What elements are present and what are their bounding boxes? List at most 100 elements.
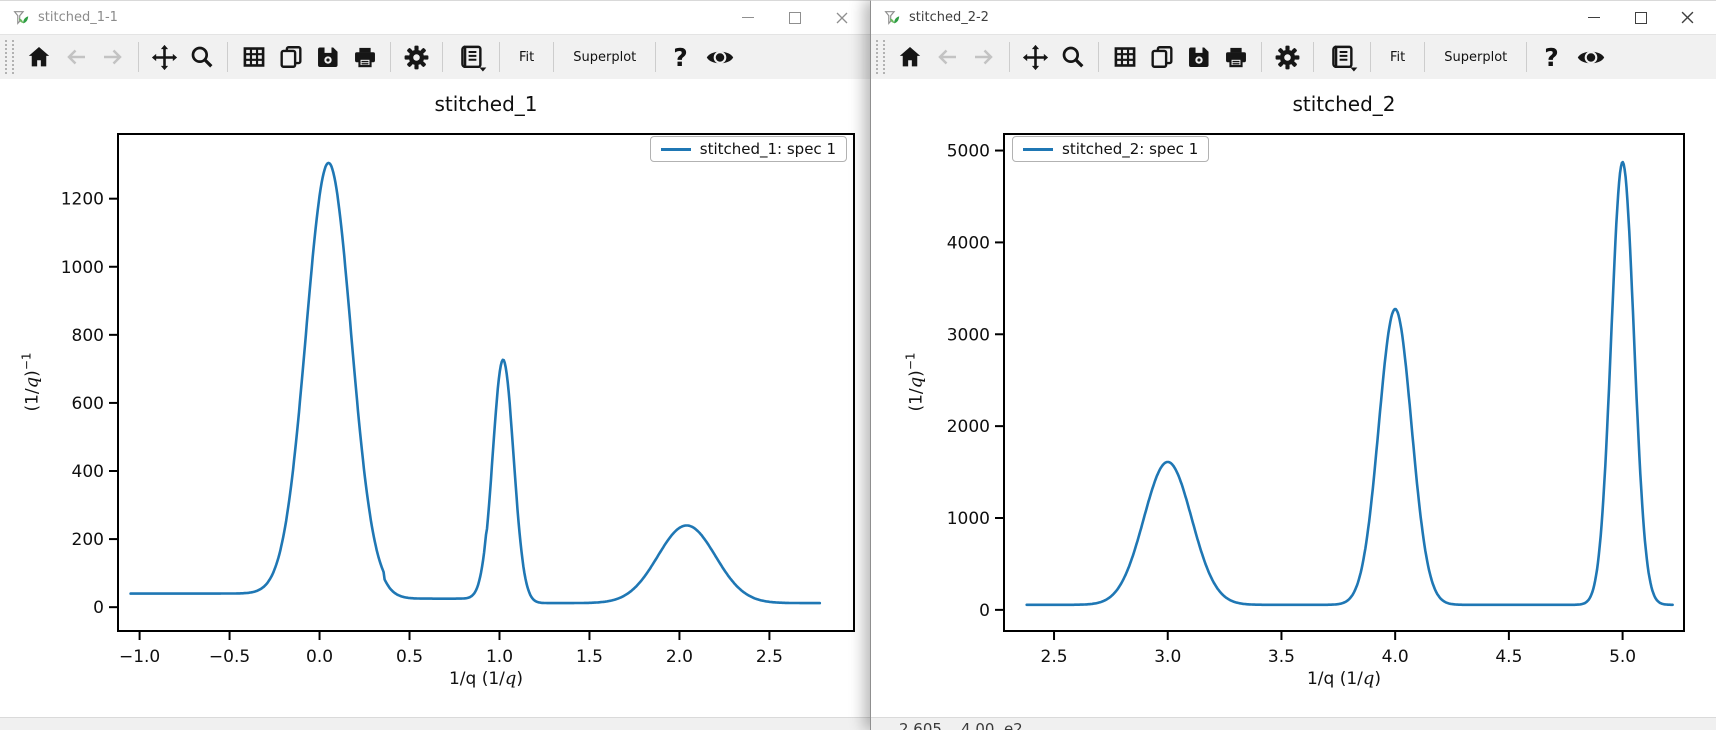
titlebar[interactable]: stitched_2-2 [871,1,1716,34]
eye-icon [1577,50,1605,64]
toolbar-separator [1098,42,1099,72]
superplot-button[interactable]: Superplot [561,38,648,76]
toolbar-separator [1009,42,1010,72]
superplot-button[interactable]: Superplot [1432,38,1519,76]
svg-text:3.0: 3.0 [1154,647,1181,667]
titlebar[interactable]: stitched_1-1 [0,1,871,34]
back-button[interactable] [928,38,965,76]
back-arrow-icon [66,49,85,65]
visibility-button[interactable] [698,38,742,76]
toolbar-separator [1424,42,1426,72]
toolbar-separator [227,42,228,72]
app-icon [13,9,30,26]
forward-button[interactable] [94,38,131,76]
figure-canvas[interactable]: stitched_2 2.5 3.0 3.5 4.0 4.5 5.0 0 1000 2000 30… [871,79,1716,718]
maximize-icon [788,11,801,24]
pan-icon [151,44,178,70]
toolbar-separator [1261,42,1262,72]
forward-button[interactable] [965,38,1002,76]
settings-button[interactable] [398,38,435,76]
minimize-icon [741,17,754,18]
help-button[interactable]: ? [1534,43,1569,72]
minimize-button[interactable] [724,1,771,34]
toolbar-separator [138,42,139,72]
fit-button[interactable]: Fit [1378,38,1417,76]
eye-icon [706,50,734,64]
pan-button[interactable] [146,38,183,76]
svg-text:2.0: 2.0 [666,647,693,667]
toolbar-separator [655,42,657,72]
svg-text:1000: 1000 [61,258,104,278]
y-axis-label: (1/q)−1 [903,352,927,412]
copy-button[interactable] [1143,38,1180,76]
svg-text:1000: 1000 [947,509,990,529]
pan-icon [1022,44,1049,70]
save-button[interactable] [1180,38,1217,76]
print-icon [354,47,375,68]
grid-button[interactable] [1106,38,1143,76]
save-button[interactable] [309,38,346,76]
svg-text:0: 0 [93,598,104,618]
window-title: stitched_2-2 [909,10,989,25]
visibility-button[interactable] [1569,38,1613,76]
legend-line-sample [1023,147,1053,151]
window-stitched-1-1: stitched_1-1 [0,0,871,730]
copy-button[interactable] [272,38,309,76]
forward-arrow-icon [974,49,993,65]
pan-button[interactable] [1017,38,1054,76]
svg-text:2000: 2000 [947,417,990,437]
window-stitched-2-2: stitched_2-2 [870,0,1716,730]
chart: −1.0 −0.5 0.0 0.5 1.0 1.5 2.0 2.5 0 200 400 600 800 1… [61,133,855,667]
gear-icon [1275,45,1300,69]
settings-button[interactable] [1269,38,1306,76]
legend-line-sample [660,147,691,151]
svg-text:4000: 4000 [947,233,990,253]
svg-text:5000: 5000 [947,142,990,162]
toolbar-separator [499,42,500,72]
toolbar-separator [1313,42,1314,72]
back-button[interactable] [57,38,94,76]
svg-text:400: 400 [72,462,104,482]
svg-text:800: 800 [72,326,104,346]
copy-icon [279,46,302,68]
minimize-button[interactable] [1570,1,1617,34]
svg-text:4.0: 4.0 [1382,647,1409,667]
plot-title: stitched_2 [1292,92,1396,116]
figure-canvas[interactable]: stitched_1 −1.0 −0.5 0.0 0.5 1.0 1.5 2.0 2.5 0 20… [0,79,871,718]
svg-text:3000: 3000 [947,325,990,345]
window-controls [1570,1,1711,34]
magnifier-icon [191,46,212,68]
toolbar-drag-handle[interactable] [5,40,14,74]
plot-toolbar: Fit Superplot ? [871,34,1716,80]
status-bar: 2.605 4.00 e2 [871,717,1716,730]
grid-button[interactable] [235,38,272,76]
print-button[interactable] [1217,38,1254,76]
legend: stitched_1: spec 1 [649,136,847,162]
toolbar-separator [553,42,555,72]
grid-icon [243,47,264,67]
svg-text:2.5: 2.5 [1041,647,1068,667]
script-icon [460,45,486,71]
toolbar-separator [1526,42,1528,72]
svg-text:−1.0: −1.0 [119,647,160,667]
script-icon [1331,45,1357,71]
zoom-rect-button[interactable] [183,38,220,76]
svg-text:3.5: 3.5 [1268,647,1295,667]
maximize-button[interactable] [771,1,818,34]
fit-button[interactable]: Fit [507,38,546,76]
legend-label: stitched_1: spec 1 [699,140,836,158]
save-icon [317,47,338,67]
close-button[interactable] [1664,1,1711,34]
script-dropdown-button[interactable] [1321,38,1363,76]
home-button[interactable] [891,38,928,76]
home-button[interactable] [20,38,57,76]
toolbar-drag-handle[interactable] [876,40,885,74]
print-icon [1225,47,1246,68]
maximize-button[interactable] [1617,1,1664,34]
print-button[interactable] [346,38,383,76]
close-button[interactable] [818,1,865,34]
help-button[interactable]: ? [663,43,698,72]
script-dropdown-button[interactable] [450,38,492,76]
close-icon [836,12,847,23]
zoom-rect-button[interactable] [1054,38,1091,76]
